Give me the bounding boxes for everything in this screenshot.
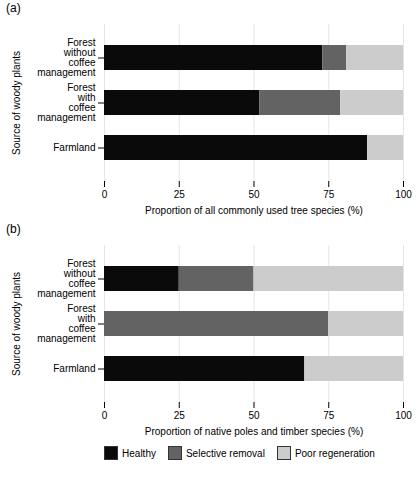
svg-text:75: 75	[323, 410, 335, 421]
html-text:Healthy: Healthy	[122, 447, 156, 459]
svg-text:Proportion of all commonly use: Proportion of all commonly used tree spe…	[145, 205, 363, 216]
svg-text:Source of woody plants: Source of woody plants	[11, 272, 22, 376]
svg-text:Forestwithcoffeemanagement: Forestwithcoffeemanagement	[37, 82, 96, 123]
svg-text:50: 50	[248, 410, 260, 421]
svg-text:75: 75	[323, 189, 335, 200]
svg-text:Source of woody plants: Source of woody plants	[11, 51, 22, 155]
svg-text:0: 0	[102, 410, 108, 421]
html-text:Poor regeneration: Poor regeneration	[294, 447, 375, 459]
svg-text:100: 100	[395, 410, 412, 421]
svg-text:0: 0	[102, 189, 108, 200]
svg-text:Forestwithoutcoffeemanagement: Forestwithoutcoffeemanagement	[37, 258, 96, 299]
svg-text:25: 25	[174, 189, 186, 200]
html-text:(a): (a)	[6, 1, 21, 15]
svg-text:Forestwithcoffeemanagement: Forestwithcoffeemanagement	[37, 303, 96, 344]
svg-text:50: 50	[248, 189, 260, 200]
html-text:(b): (b)	[6, 222, 21, 236]
svg-text:100: 100	[395, 189, 412, 200]
svg-text:Farmland: Farmland	[53, 363, 95, 374]
svg-text:Farmland: Farmland	[53, 142, 95, 153]
html-text:Selective removal: Selective removal	[186, 447, 265, 459]
svg-text:25: 25	[174, 410, 186, 421]
svg-text:Forestwithoutcoffeemanagement: Forestwithoutcoffeemanagement	[37, 37, 96, 78]
svg-text:Proportion of native poles and: Proportion of native poles and timber sp…	[145, 426, 363, 437]
